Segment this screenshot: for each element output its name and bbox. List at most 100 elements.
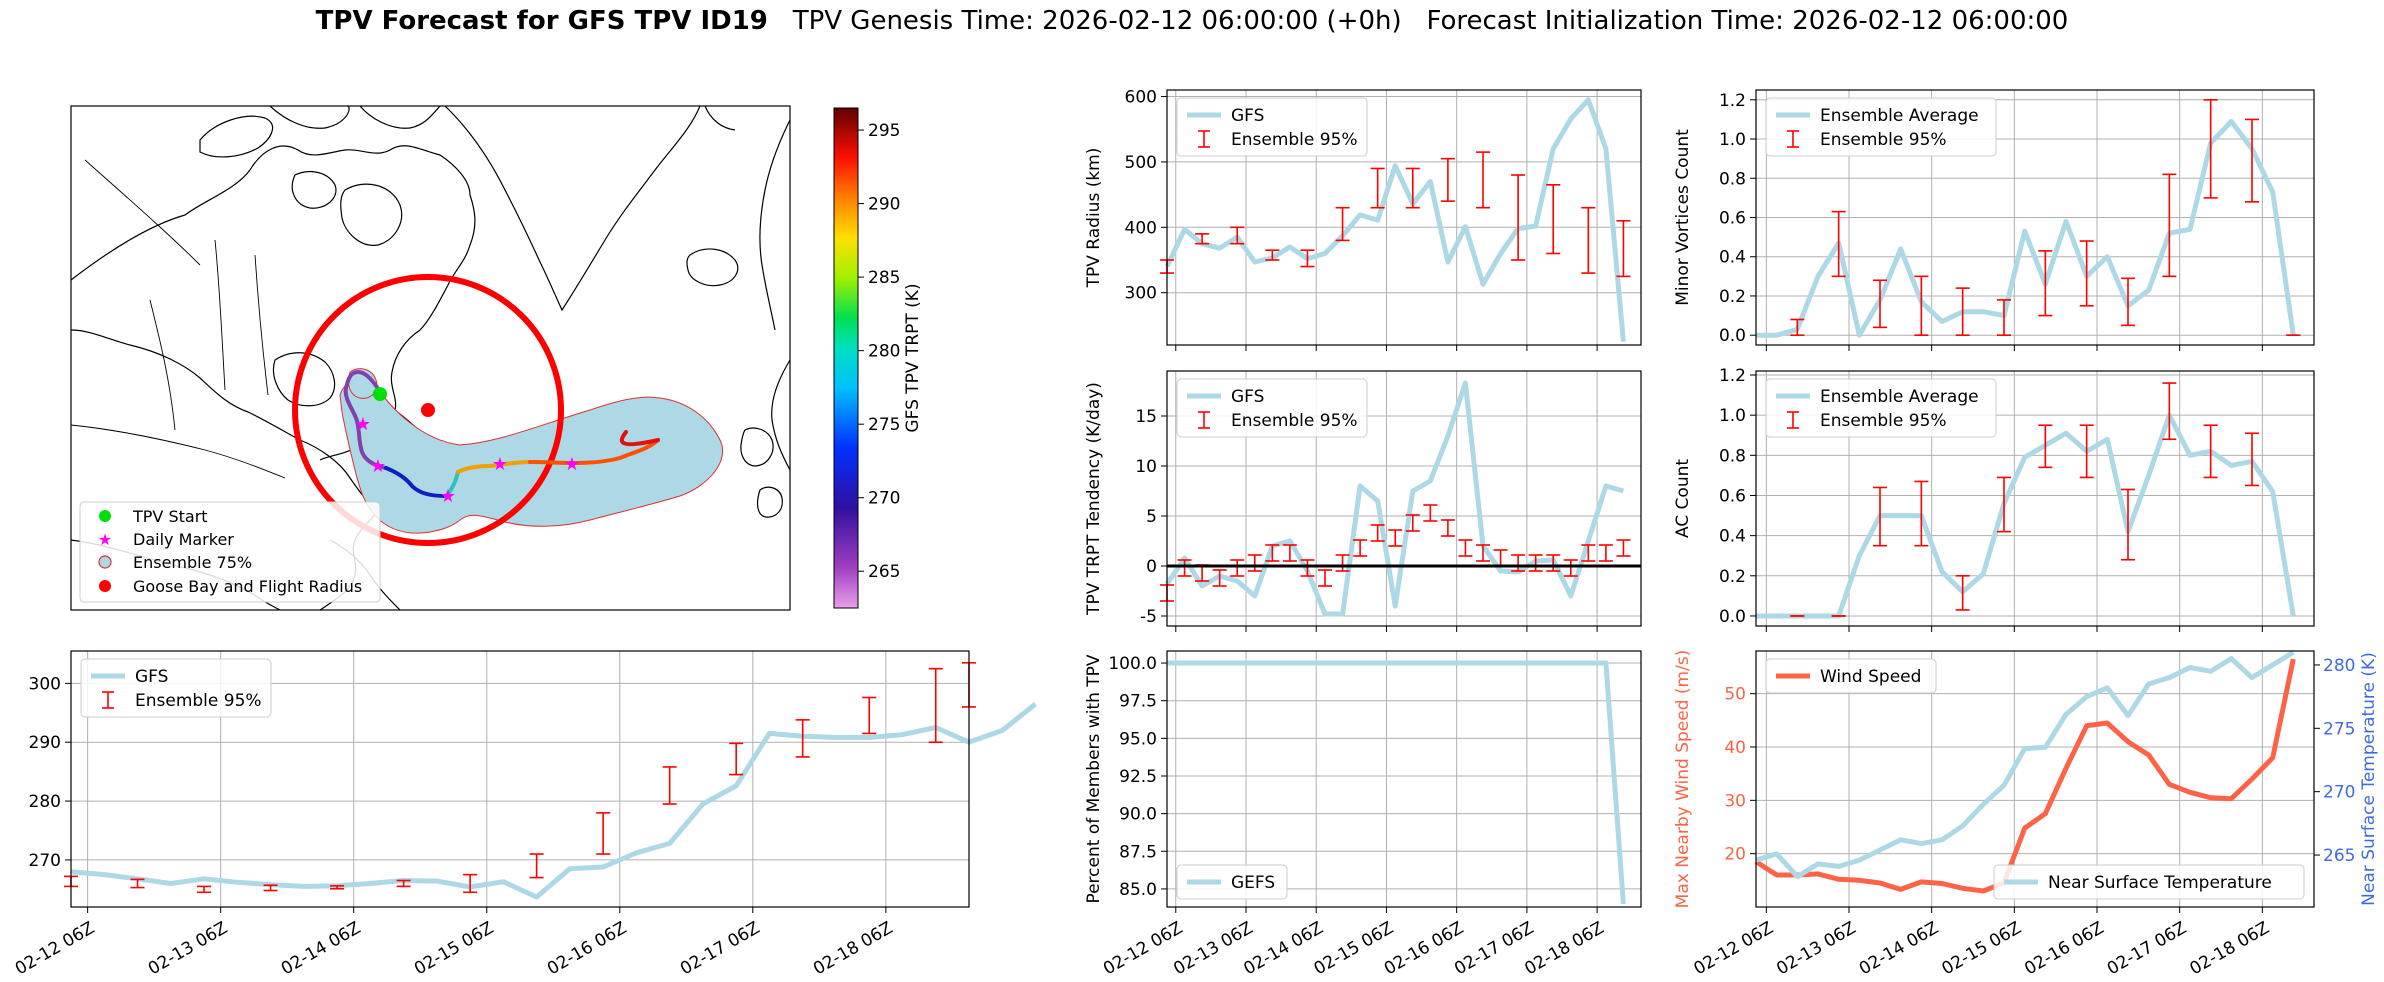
daily-marker: ★ <box>370 456 386 477</box>
colorbar-tick-label: 295 <box>868 121 900 141</box>
colorbar-tick-label: 285 <box>868 268 900 288</box>
y-tick-label: 0.2 <box>1719 567 1746 587</box>
legend-box <box>1176 378 1368 438</box>
series-line <box>1754 658 2296 894</box>
daily-marker: ★ <box>355 414 371 435</box>
colorbar-tick-label: 275 <box>868 415 900 435</box>
series-line <box>1756 412 2296 619</box>
y-axis-label: AC Count <box>1673 459 1693 538</box>
right-y-tick-label: 265 <box>2323 846 2355 866</box>
plot-marks <box>1160 380 1641 617</box>
grid-lines <box>1756 371 2314 626</box>
x-tick-label: 02-17 06Z <box>1451 918 1537 979</box>
goose-bay-marker <box>421 403 435 417</box>
y-tick-label: 97.5 <box>1119 692 1157 712</box>
y-tick-label: 600 <box>1125 88 1157 108</box>
legend-box <box>1765 97 1997 157</box>
legend-label: Ensemble Average <box>1820 387 1979 407</box>
radius-chart: 300 400 500 600 TPV Radius (km) GFS Ensemble 9… <box>1084 88 1642 351</box>
plot-frame <box>1755 650 2315 908</box>
x-tick-label: 02-12 06Z <box>12 918 98 979</box>
plot-frame <box>1755 89 2315 346</box>
y-tick-label: 290 <box>29 733 61 753</box>
daily-marker: ★ <box>440 486 456 507</box>
legend: GFS Ensemble 95% <box>1176 378 1368 438</box>
minor-vortices-chart: 0.0 0.2 0.4 0.6 0.8 1.0 1.2 Minor Vortices Coun… <box>1673 89 2315 351</box>
x-tick-label: 02-14 06Z <box>1856 918 1942 979</box>
legend-errorbar-icon <box>1787 130 1799 148</box>
legend-errorbar-icon <box>1787 411 1799 429</box>
y-tick-label: 0.0 <box>1719 326 1746 346</box>
colorbar-tick-label: 265 <box>868 562 900 582</box>
plot-frame <box>1755 370 2315 627</box>
y-tick-labels: 0.0 0.2 0.4 0.6 0.8 1.0 1.2 <box>1719 91 1746 346</box>
series-line <box>1167 660 1626 905</box>
x-tick-label: 02-18 06Z <box>1521 918 1607 979</box>
x-tick-label: 02-12 06Z <box>1100 918 1186 979</box>
plot-marks <box>1754 650 2296 894</box>
map-panel: ★ ★ ★ ★ ★ TPV Start ★ Daily Marker Ensem… <box>70 105 923 611</box>
daily-marker: ★ <box>564 454 580 475</box>
y-tick-label: 0.8 <box>1719 169 1746 189</box>
x-tick-label: 02-17 06Z <box>677 918 763 979</box>
colorbar-tick-label: 280 <box>868 342 900 362</box>
legend-tpv-start: TPV Start <box>132 507 208 526</box>
legend-label: GFS <box>1231 106 1264 126</box>
series-line <box>1164 97 1626 342</box>
colorbar-label: GFS TPV TRPT (K) <box>903 283 923 432</box>
y-tick-label: -5 <box>1140 607 1157 627</box>
y-tick-label: 500 <box>1125 153 1157 173</box>
y-tick-label: 270 <box>29 851 61 871</box>
x-tick-label: 02-14 06Z <box>1240 918 1326 979</box>
legend-label: Ensemble 95% <box>135 691 262 711</box>
legend-box <box>1765 378 1997 438</box>
legend-ensemble-75: Ensemble 75% <box>133 553 252 572</box>
legend-errorbar-icon <box>1198 130 1210 148</box>
legend-box <box>1765 658 1937 694</box>
legend-label: Ensemble 95% <box>1231 411 1358 431</box>
legend-daily-marker-icon: ★ <box>98 530 112 549</box>
series-line <box>1755 650 2295 880</box>
right-y-tick-label: 280 <box>2323 656 2355 676</box>
legend-daily-marker: Daily Marker <box>133 530 234 549</box>
y-tick-label: 100.0 <box>1108 654 1157 674</box>
x-tick-label: 02-16 06Z <box>1381 918 1467 979</box>
y-tick-label: 95.0 <box>1119 729 1157 749</box>
legend-label: GEFS <box>1231 873 1275 893</box>
x-tick-label: 02-18 06Z <box>2187 918 2273 979</box>
ac-count-chart: 0.0 0.2 0.4 0.6 0.8 1.0 1.2 AC Count Ensemble Av… <box>1673 366 2315 632</box>
x-tick-label: 02-18 06Z <box>810 918 896 979</box>
figure-title: TPV Forecast for GFS TPV ID19 TPV Genesi… <box>0 6 2384 36</box>
y-tick-label: 300 <box>29 674 61 694</box>
y-tick-label: 20 <box>1724 845 1746 865</box>
y-tick-labels: 270 280 290 300 <box>29 674 61 871</box>
y-tick-label: 10 <box>1135 457 1157 477</box>
x-tick-label: 02-13 06Z <box>1773 918 1859 979</box>
colorbar-ticks: 265 270 275 280 285 290 295 <box>858 121 900 582</box>
errorbar-series <box>1160 504 1631 602</box>
series-line <box>1164 380 1625 617</box>
right-y-tick-label: 275 <box>2323 719 2355 739</box>
legend-label: GFS <box>1231 387 1264 407</box>
y-tick-label: 1.0 <box>1719 130 1746 150</box>
legend-label: Wind Speed <box>1820 667 1921 687</box>
x-tick-label: 02-15 06Z <box>1311 918 1397 979</box>
legend-tpv-start-icon <box>99 510 111 522</box>
x-tick-label: 02-12 06Z <box>1691 918 1777 979</box>
series-line <box>70 702 1038 900</box>
y-tick-label: 1.2 <box>1719 91 1746 111</box>
legend: Wind Speed <box>1765 658 1937 694</box>
daily-markers: ★ ★ ★ ★ ★ <box>355 414 580 507</box>
map-legend: TPV Start ★ Daily Marker Ensemble 75% Go… <box>79 501 381 603</box>
legend-label: GFS <box>135 667 168 687</box>
legend-goose-bay: Goose Bay and Flight Radius <box>133 577 362 596</box>
x-tick-label: 02-15 06Z <box>411 918 497 979</box>
legend-errorbar-icon <box>102 691 114 709</box>
x-tick-label: 02-13 06Z <box>145 918 231 979</box>
y-tick-label: 15 <box>1135 407 1157 427</box>
